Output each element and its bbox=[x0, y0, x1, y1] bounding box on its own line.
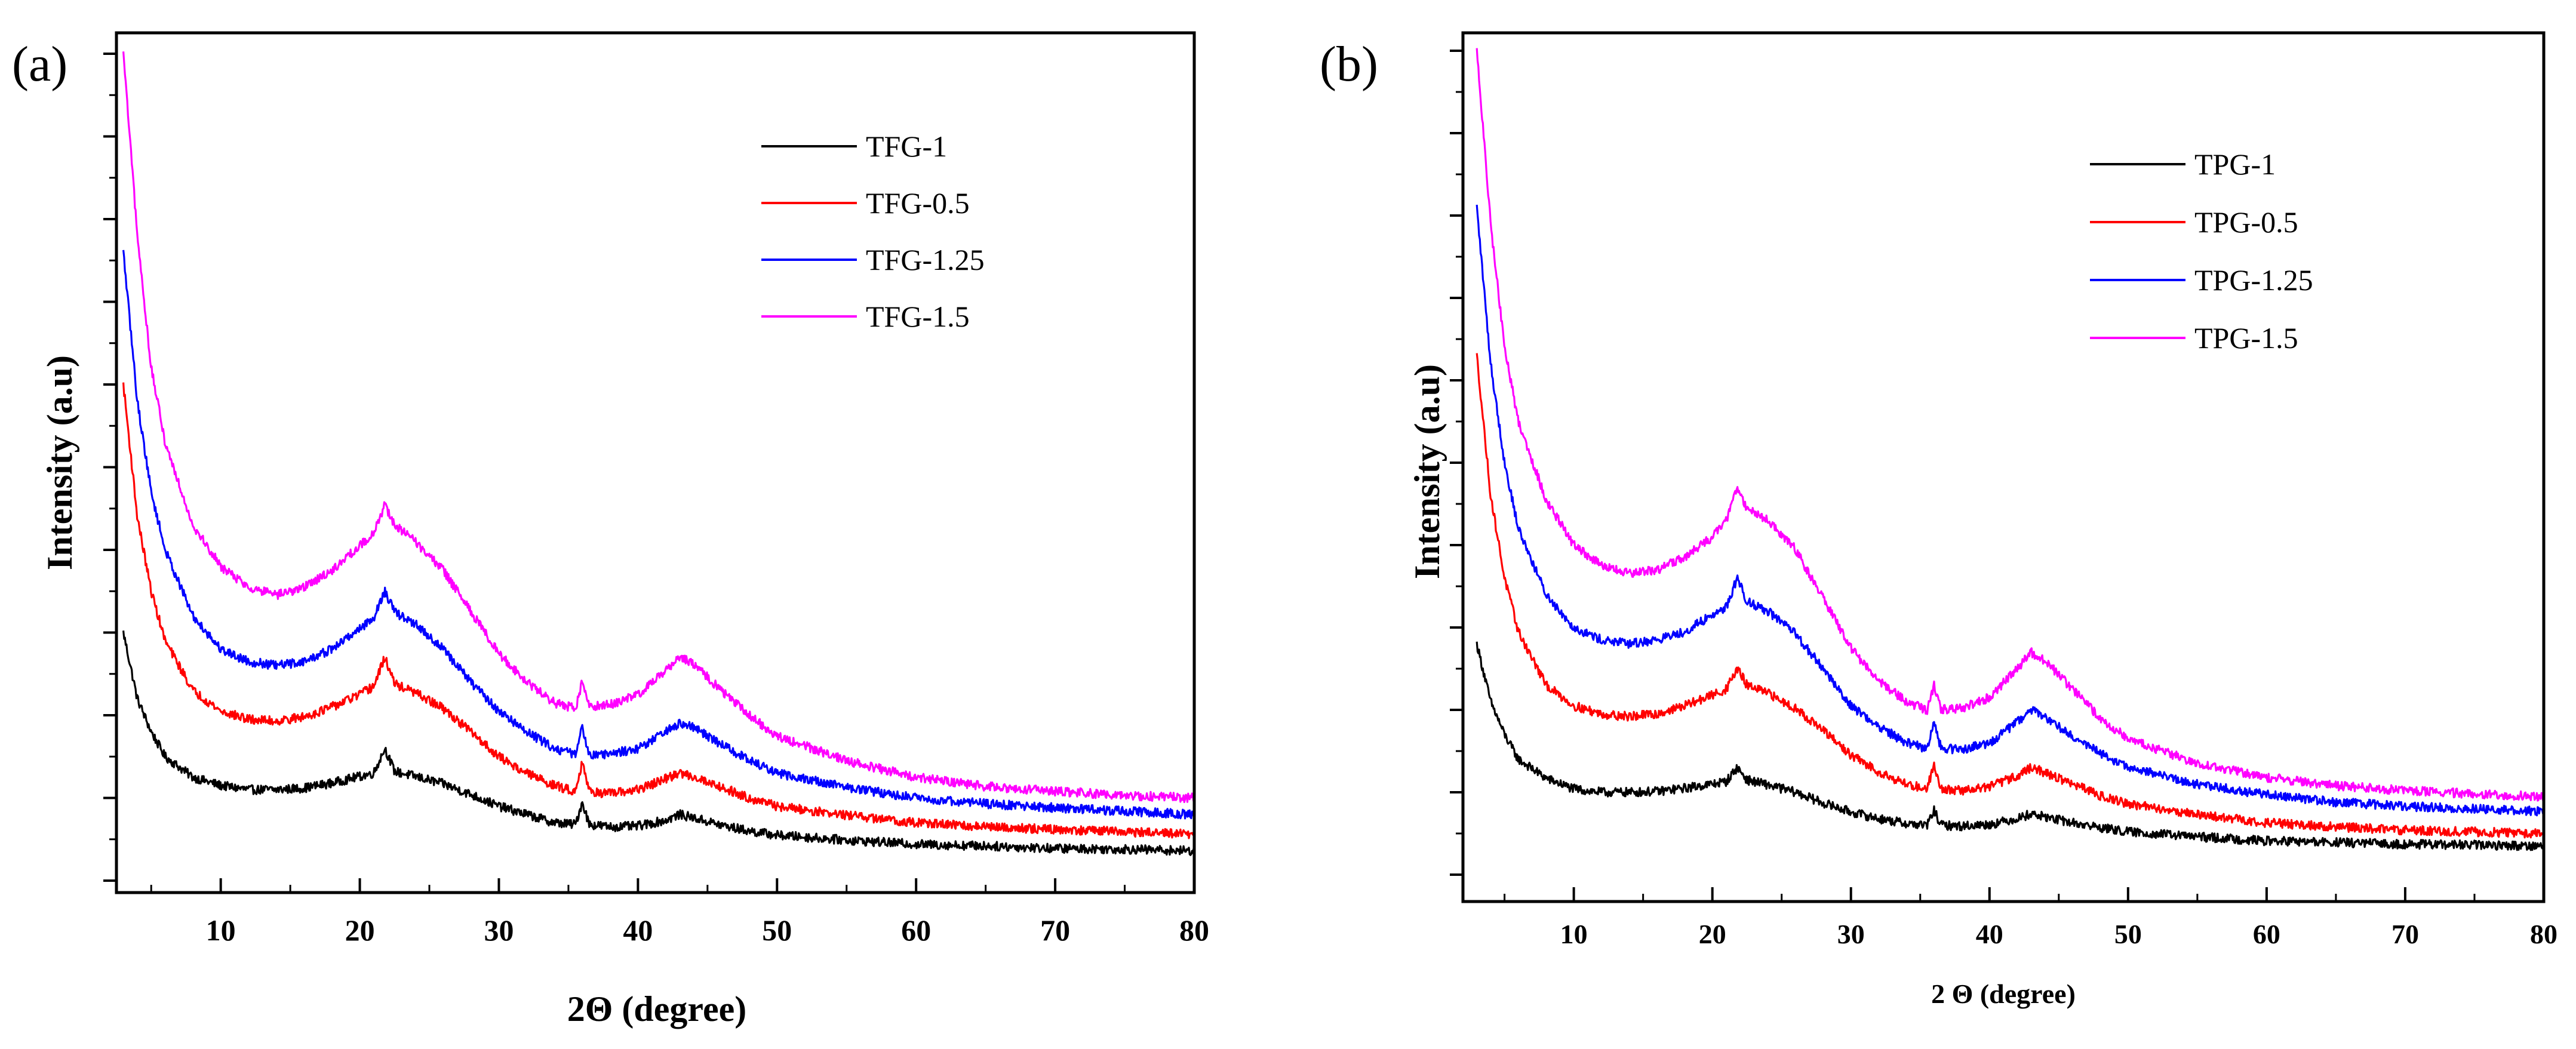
legend-label: TPG-1 bbox=[2194, 147, 2276, 181]
legend-label: TFG-1.25 bbox=[866, 243, 985, 276]
panel-b: (b) 10 20 30 40 50 60 70 80 2 Θ (degree) Intens… bbox=[1320, 31, 2557, 1009]
series-line-TPG-1 bbox=[1475, 641, 2545, 851]
x-axis-label: 2Θ (degree) bbox=[567, 989, 746, 1029]
series-line-TFG-0.5 bbox=[122, 382, 1195, 839]
x-tick-label: 80 bbox=[2530, 919, 2557, 949]
tick-layer: 10 20 30 40 50 60 70 80 bbox=[1450, 50, 2557, 949]
x-tick-label: 70 bbox=[1040, 913, 1070, 947]
series-line-TPG-1.5 bbox=[1475, 48, 2544, 802]
x-tick-label: 50 bbox=[2114, 919, 2142, 949]
x-tick-label: 60 bbox=[2253, 919, 2280, 949]
legend-label: TFG-1.5 bbox=[866, 300, 970, 333]
x-tick-label: 40 bbox=[623, 913, 653, 947]
legend-label: TPG-1.25 bbox=[2194, 263, 2313, 297]
series-line-TFG-1 bbox=[122, 630, 1195, 856]
plot-frame bbox=[1461, 31, 2546, 903]
x-tick-label: 60 bbox=[901, 913, 931, 947]
x-tick-label: 20 bbox=[1699, 919, 1726, 949]
panel-a: (a) 10 20 30 40 50 60 70 80 2Θ (degree) Intensi… bbox=[12, 31, 1209, 1029]
series-layer bbox=[122, 51, 1195, 856]
y-axis-label: Intensity (a.u) bbox=[1407, 364, 1447, 579]
x-tick-label: 70 bbox=[2391, 919, 2419, 949]
legend-label: TFG-1 bbox=[866, 130, 947, 163]
panel-label: (b) bbox=[1320, 36, 1378, 92]
x-tick-label: 30 bbox=[1837, 919, 1865, 949]
legend: TPG-1 TPG-0.5 TPG-1.25 TPG-1.5 bbox=[2090, 147, 2313, 355]
x-tick-label: 10 bbox=[206, 913, 236, 947]
series-line-TFG-1.5 bbox=[122, 51, 1195, 804]
tick-layer: 10 20 30 40 50 60 70 80 bbox=[103, 53, 1209, 947]
legend-label: TPG-0.5 bbox=[2194, 205, 2298, 239]
x-tick-label: 40 bbox=[1976, 919, 2003, 949]
series-line-TPG-0.5 bbox=[1475, 353, 2545, 839]
legend-label: TFG-0.5 bbox=[866, 186, 970, 220]
x-tick-label: 80 bbox=[1179, 913, 1209, 947]
x-tick-label: 30 bbox=[484, 913, 514, 947]
panel-label: (a) bbox=[12, 36, 67, 92]
legend: TFG-1 TFG-0.5 TFG-1.25 TFG-1.5 bbox=[761, 130, 985, 333]
legend-label: TPG-1.5 bbox=[2194, 321, 2298, 355]
series-line-TFG-1.25 bbox=[122, 250, 1195, 820]
x-tick-label: 50 bbox=[762, 913, 792, 947]
x-tick-label: 20 bbox=[345, 913, 375, 947]
x-tick-label: 10 bbox=[1560, 919, 1588, 949]
series-line-TPG-1.25 bbox=[1475, 204, 2545, 817]
y-axis-label: Intensity (a.u) bbox=[40, 355, 79, 570]
plot-frame bbox=[115, 31, 1196, 894]
series-layer bbox=[1475, 48, 2545, 851]
x-axis-label: 2 Θ (degree) bbox=[1931, 979, 2076, 1009]
